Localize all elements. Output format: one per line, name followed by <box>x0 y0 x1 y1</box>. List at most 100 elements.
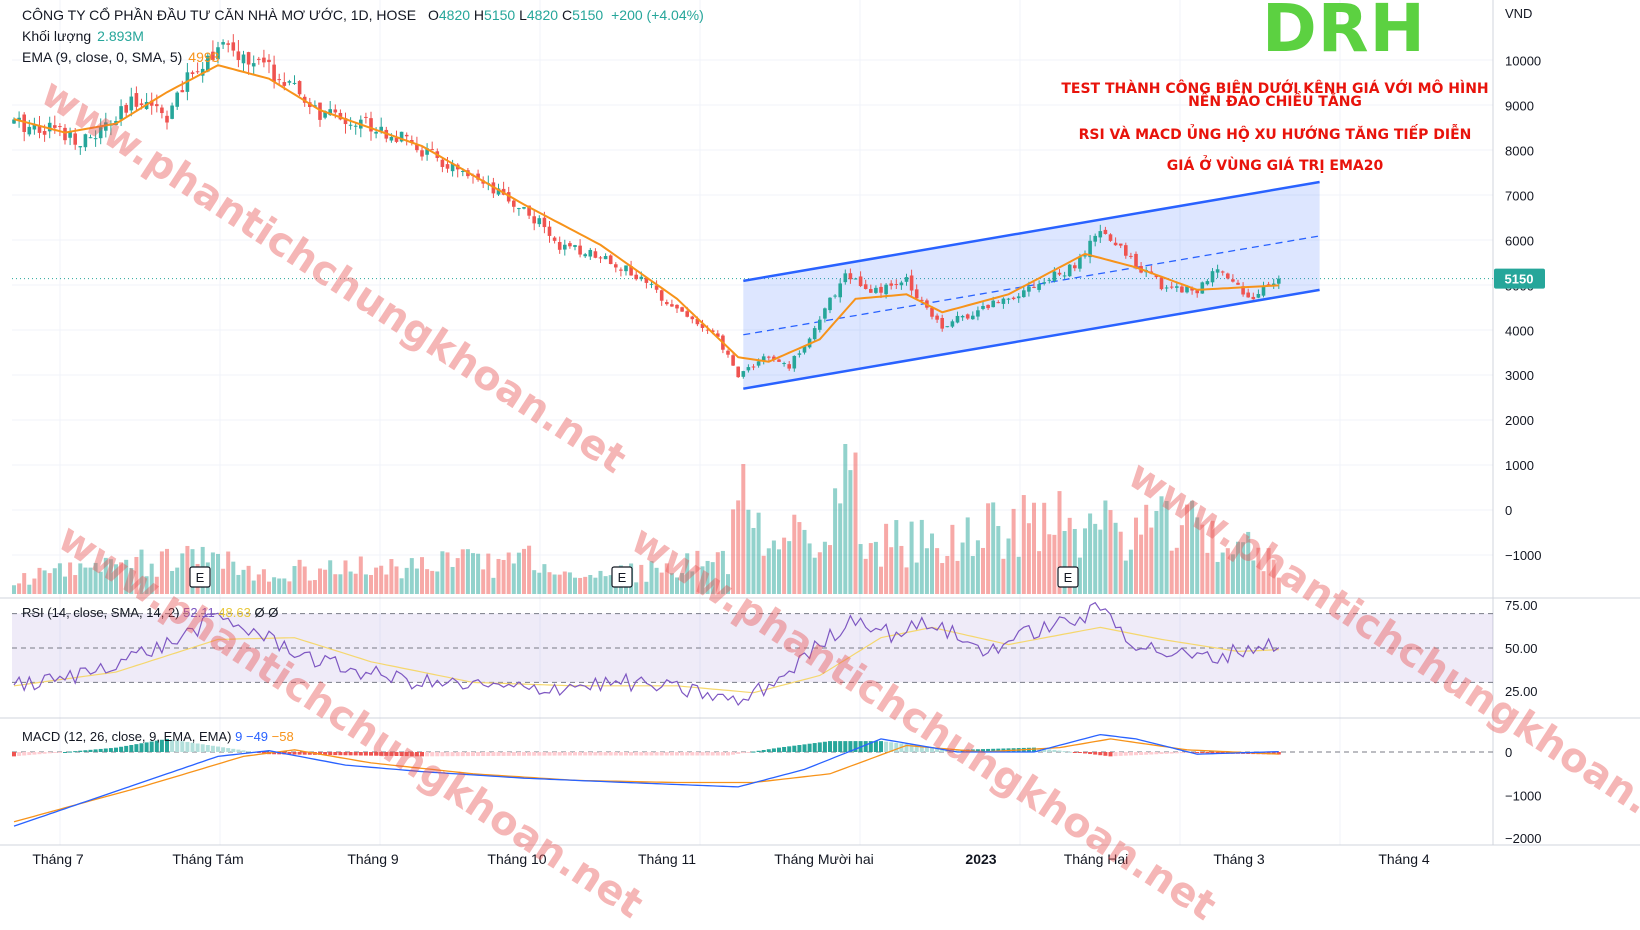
volume-bar <box>17 583 22 594</box>
volume-bar <box>302 566 307 594</box>
candle-body <box>1236 282 1240 285</box>
candle-body <box>1220 271 1225 273</box>
volume-bar <box>73 575 78 594</box>
volume-bar <box>68 562 73 594</box>
volume-bar <box>1200 524 1205 594</box>
macd-histogram-bar <box>200 744 205 752</box>
volume-bar <box>1026 523 1031 594</box>
volume-bar <box>358 556 363 594</box>
candle-body <box>512 200 516 207</box>
price-tick: −1000 <box>1505 548 1542 563</box>
volume-bar <box>353 573 358 594</box>
volume-bar <box>159 551 164 594</box>
volume-bar <box>32 578 37 594</box>
candle-body <box>175 92 179 107</box>
macd-histogram-bar <box>333 752 338 756</box>
macd-histogram-bar <box>567 752 572 756</box>
macd-histogram-bar <box>884 741 889 752</box>
volume-bar <box>221 568 226 594</box>
candle-body <box>1185 286 1189 293</box>
volume-bar <box>685 553 690 594</box>
volume-bar <box>578 577 583 594</box>
volume-bar <box>1057 491 1062 594</box>
candle-body <box>945 326 950 328</box>
price-channel[interactable] <box>743 180 1320 390</box>
macd-histogram-bar <box>420 752 424 757</box>
ema-value: 4993 <box>188 49 220 65</box>
candle-body <box>1256 294 1261 298</box>
candle-body <box>297 81 302 95</box>
volume-bar <box>649 561 654 594</box>
volume-bar <box>297 559 302 594</box>
candle-body <box>940 317 944 329</box>
macd-histogram-bar <box>47 752 52 754</box>
macd-histogram-bar <box>57 752 62 753</box>
candle-body <box>12 119 16 124</box>
macd-histogram-bar <box>374 752 379 756</box>
macd-histogram-bar <box>1185 752 1189 753</box>
macd-histogram-bar <box>1205 752 1210 754</box>
price-tick: 6000 <box>1505 233 1534 248</box>
candle-body <box>328 109 332 116</box>
macd-histogram-bar <box>986 748 991 752</box>
macd-histogram-bar <box>1200 752 1205 754</box>
candle-body <box>858 276 863 287</box>
volume-bar <box>307 580 312 594</box>
volume-bar <box>751 527 756 594</box>
volume-bar <box>1067 517 1072 594</box>
volume-bar <box>124 559 129 594</box>
macd-histogram-bar <box>848 741 853 752</box>
macd-histogram-bar <box>358 752 363 756</box>
volume-bar <box>63 576 67 594</box>
candle-body <box>792 355 797 369</box>
volume-bar <box>287 581 292 594</box>
volume-bar <box>1128 549 1133 594</box>
candle-body <box>226 43 230 45</box>
volume-bar <box>369 575 373 594</box>
ema-legend[interactable]: EMA (9, close, 0, SMA, 5) 4993 <box>22 49 219 65</box>
candle-body <box>1098 231 1103 238</box>
macd-histogram-bar <box>797 745 802 752</box>
volume-legend[interactable]: Khối lượng 2.893M <box>22 28 144 44</box>
macd-histogram-bar <box>843 741 848 752</box>
volume-bar <box>833 488 838 594</box>
volume-value: 2.893M <box>97 28 144 44</box>
macd-histogram-bar <box>435 752 440 757</box>
rsi-panel: RSI (14, close, SMA, 14, 2) 52.11 48.63 … <box>12 601 1493 707</box>
macd-histogram-bar <box>547 752 552 756</box>
candle-body <box>639 276 644 280</box>
macd-histogram-bar <box>634 752 639 756</box>
candle-body <box>695 318 700 325</box>
candle-body <box>736 366 740 378</box>
macd-histogram-bar <box>822 741 827 752</box>
macd-histogram-bar <box>17 752 22 756</box>
candle-body <box>654 285 659 290</box>
candle-body <box>420 150 424 157</box>
volume-bar <box>838 503 843 594</box>
candle-body <box>726 350 730 355</box>
volume-bar <box>1190 500 1195 594</box>
macd-histogram-bar <box>399 752 404 757</box>
macd-histogram-bar <box>792 745 797 752</box>
macd-legend-part: −49 <box>242 729 268 744</box>
time-tick: Tháng 11 <box>638 851 696 867</box>
volume-bar <box>700 566 705 594</box>
volume-bar <box>389 559 394 594</box>
candle-body <box>88 137 93 139</box>
macd-histogram-bar <box>833 741 838 752</box>
volume-bar <box>705 560 710 594</box>
macd-histogram-bar <box>210 745 215 752</box>
earnings-marker-box <box>189 566 211 588</box>
macd-signal-line <box>13 738 1279 823</box>
volume-bar <box>1042 502 1047 594</box>
candle-body <box>741 371 746 377</box>
price-tick: 8000 <box>1505 144 1534 159</box>
macd-histogram-bar <box>1083 752 1087 754</box>
volume-bar <box>425 569 430 594</box>
candle-body <box>690 316 695 320</box>
rsi-legend-part: 48.63 <box>215 605 251 620</box>
macd-histogram-bar <box>746 752 751 753</box>
macd-histogram-bar <box>919 745 924 752</box>
candle-body <box>389 136 394 141</box>
